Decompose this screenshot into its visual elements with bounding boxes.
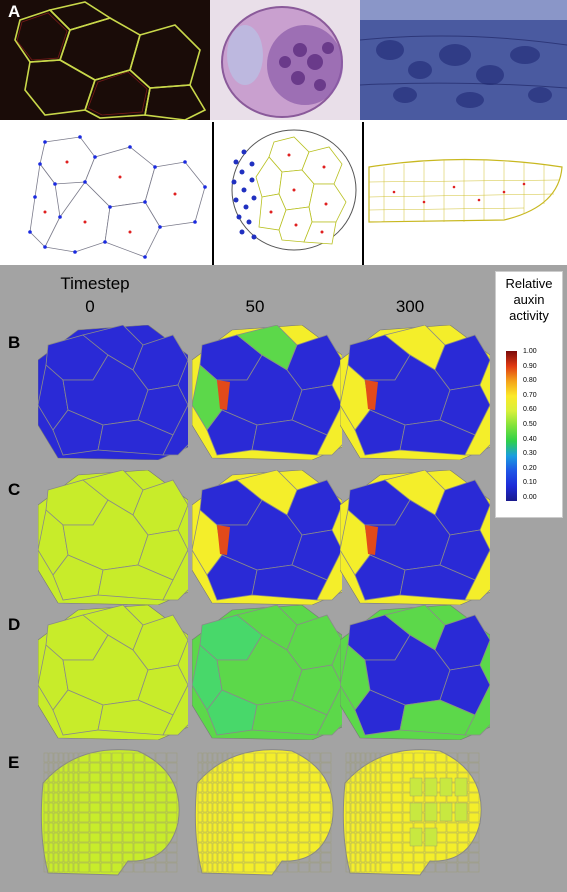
cell xyxy=(316,684,342,736)
tissue-snapshot xyxy=(340,605,490,740)
tissue-snapshot xyxy=(340,325,490,460)
colorbar-tick: 0.30 xyxy=(523,450,537,458)
colorbar-tick: 0.00 xyxy=(523,494,537,501)
panel-a: A xyxy=(0,0,567,265)
micrograph-stained-round xyxy=(210,0,360,120)
cell xyxy=(464,404,490,456)
cell xyxy=(464,684,490,736)
tissue-snapshot xyxy=(192,470,342,605)
legend-title-line3: activity xyxy=(509,308,549,323)
tissue-snapshot xyxy=(192,605,342,740)
micrograph-fluorescence xyxy=(0,0,210,120)
meristem-outline xyxy=(194,749,334,876)
colorbar-tick: 0.60 xyxy=(523,406,537,414)
cell xyxy=(162,684,188,736)
colorbar xyxy=(506,351,517,501)
meristem-outline xyxy=(40,749,180,876)
tissue-snapshot xyxy=(192,325,342,460)
colorbar-tick: 0.50 xyxy=(523,421,537,428)
timestep-300-label: 300 xyxy=(395,297,425,316)
high-auxin-cell xyxy=(217,525,230,555)
high-auxin-cell xyxy=(217,380,230,410)
colorbar-tick: 1.00 xyxy=(523,348,537,355)
timestep-0-label: 0 xyxy=(85,297,95,316)
timestep-50-label: 50 xyxy=(245,297,265,316)
simulation-panel: Timestep 0 50 300 Relative auxin activit… xyxy=(0,265,567,892)
colorbar-tick: 0.70 xyxy=(523,391,537,399)
cell xyxy=(162,404,188,456)
legend-title: Relative auxin activity xyxy=(496,276,562,324)
cell xyxy=(316,549,342,601)
cell xyxy=(162,549,188,601)
legend-title-line1: Relative xyxy=(505,276,553,291)
row-label-d: D xyxy=(8,615,21,634)
high-auxin-cell xyxy=(365,525,378,555)
tissue-snapshot xyxy=(340,470,490,605)
colorbar-tick: 0.90 xyxy=(523,362,537,370)
colorbar-tick: 0.10 xyxy=(523,479,537,487)
micrograph-stained-elongated xyxy=(360,0,567,120)
colorbar-tick: 0.20 xyxy=(523,464,537,472)
tissue-snapshot xyxy=(38,325,188,460)
tissue-snapshot xyxy=(342,749,482,876)
tissue-snapshot xyxy=(194,749,334,876)
row-label-e: E xyxy=(8,753,20,772)
legend-title-line2: auxin xyxy=(513,292,545,307)
cell-template-2 xyxy=(212,122,362,265)
cell-template-1 xyxy=(0,122,210,265)
tissue-snapshot xyxy=(38,470,188,605)
row-label-c: C xyxy=(8,480,21,499)
row-label-b: B xyxy=(8,333,21,352)
colorbar-tick: 0.80 xyxy=(523,377,537,385)
high-auxin-cell xyxy=(365,380,378,410)
colorbar-legend: Relative auxin activity 1.00 0.90 0.80 0.70… xyxy=(495,271,563,518)
cell xyxy=(464,549,490,601)
cell xyxy=(316,404,342,456)
colorbar-tick: 0.40 xyxy=(523,435,537,443)
panel-label-a: A xyxy=(8,2,21,21)
cell-template-3 xyxy=(362,122,567,265)
tissue-snapshot xyxy=(40,749,180,876)
tissue-snapshot xyxy=(38,605,188,740)
timestep-title: Timestep xyxy=(60,274,130,293)
